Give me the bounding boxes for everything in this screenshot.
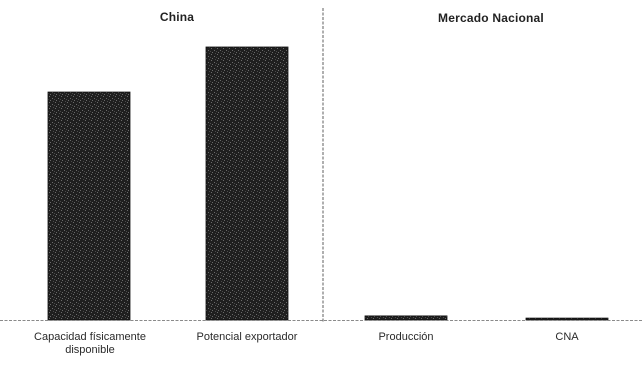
bar-capacidad	[48, 92, 130, 320]
category-label-produccion: Producción	[341, 331, 471, 344]
category-label-cna: CNA	[502, 331, 632, 344]
category-label-potencial: Potencial exportador	[182, 331, 312, 344]
bar-cna	[526, 318, 608, 320]
bar-group	[48, 47, 608, 320]
bar-produccion	[365, 316, 447, 320]
panel-title-china: China	[127, 10, 227, 24]
bar-potencial	[206, 47, 288, 320]
panel-title-mercado-nacional: Mercado Nacional	[406, 11, 576, 25]
category-label-capacidad: Capacidad físicamente disponible	[25, 331, 155, 357]
